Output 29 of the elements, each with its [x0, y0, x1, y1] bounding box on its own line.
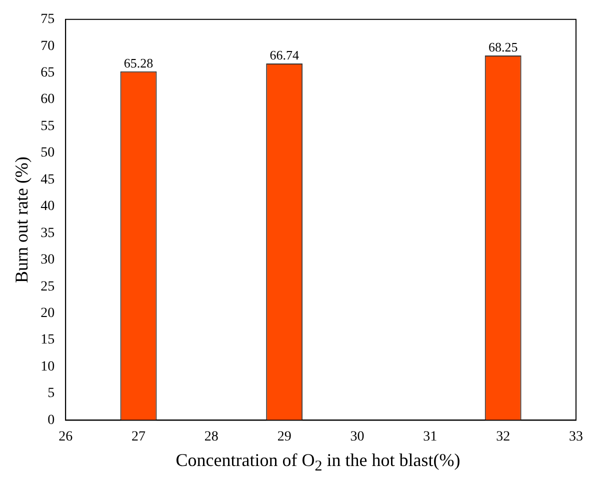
y-tick-label: 40 — [40, 199, 55, 214]
x-tick-label: 28 — [204, 429, 218, 444]
data-label: 65.28 — [124, 55, 154, 70]
y-tick-label: 45 — [40, 172, 55, 188]
y-tick-label: 20 — [40, 306, 55, 321]
data-label: 68.25 — [488, 39, 518, 54]
y-axis-title: Burn out rate (%) — [12, 156, 32, 284]
x-tick-label: 33 — [569, 429, 583, 444]
y-tick-label: 55 — [40, 118, 55, 134]
x-tick-label: 32 — [496, 429, 510, 444]
x-tick-label: 30 — [350, 429, 364, 444]
x-tick-label: 29 — [277, 429, 292, 444]
data-label: 66.74 — [270, 47, 300, 62]
y-tick-label: 25 — [40, 279, 55, 294]
y-tick-label: 35 — [40, 226, 55, 241]
x-axis-title: Concentration of O$_{2}$ in the hot blast(%) — [174, 450, 462, 476]
x-tick-label: 26 — [58, 429, 73, 444]
y-tick-label: 15 — [40, 332, 55, 348]
y-tick-label: 5 — [48, 386, 55, 402]
y-tick-label: 65 — [40, 66, 55, 81]
y-tick-label: 10 — [40, 359, 55, 374]
y-tick-label: 50 — [40, 146, 55, 161]
y-tick-label: 60 — [40, 92, 55, 108]
x-tick-label: 31 — [423, 429, 438, 444]
y-tick-label: 70 — [40, 38, 55, 54]
y-tick-label: 30 — [40, 252, 55, 268]
y-tick-label: 0 — [48, 412, 55, 428]
y-tick-label: 75 — [40, 12, 55, 28]
x-tick-label: 27 — [132, 429, 146, 444]
